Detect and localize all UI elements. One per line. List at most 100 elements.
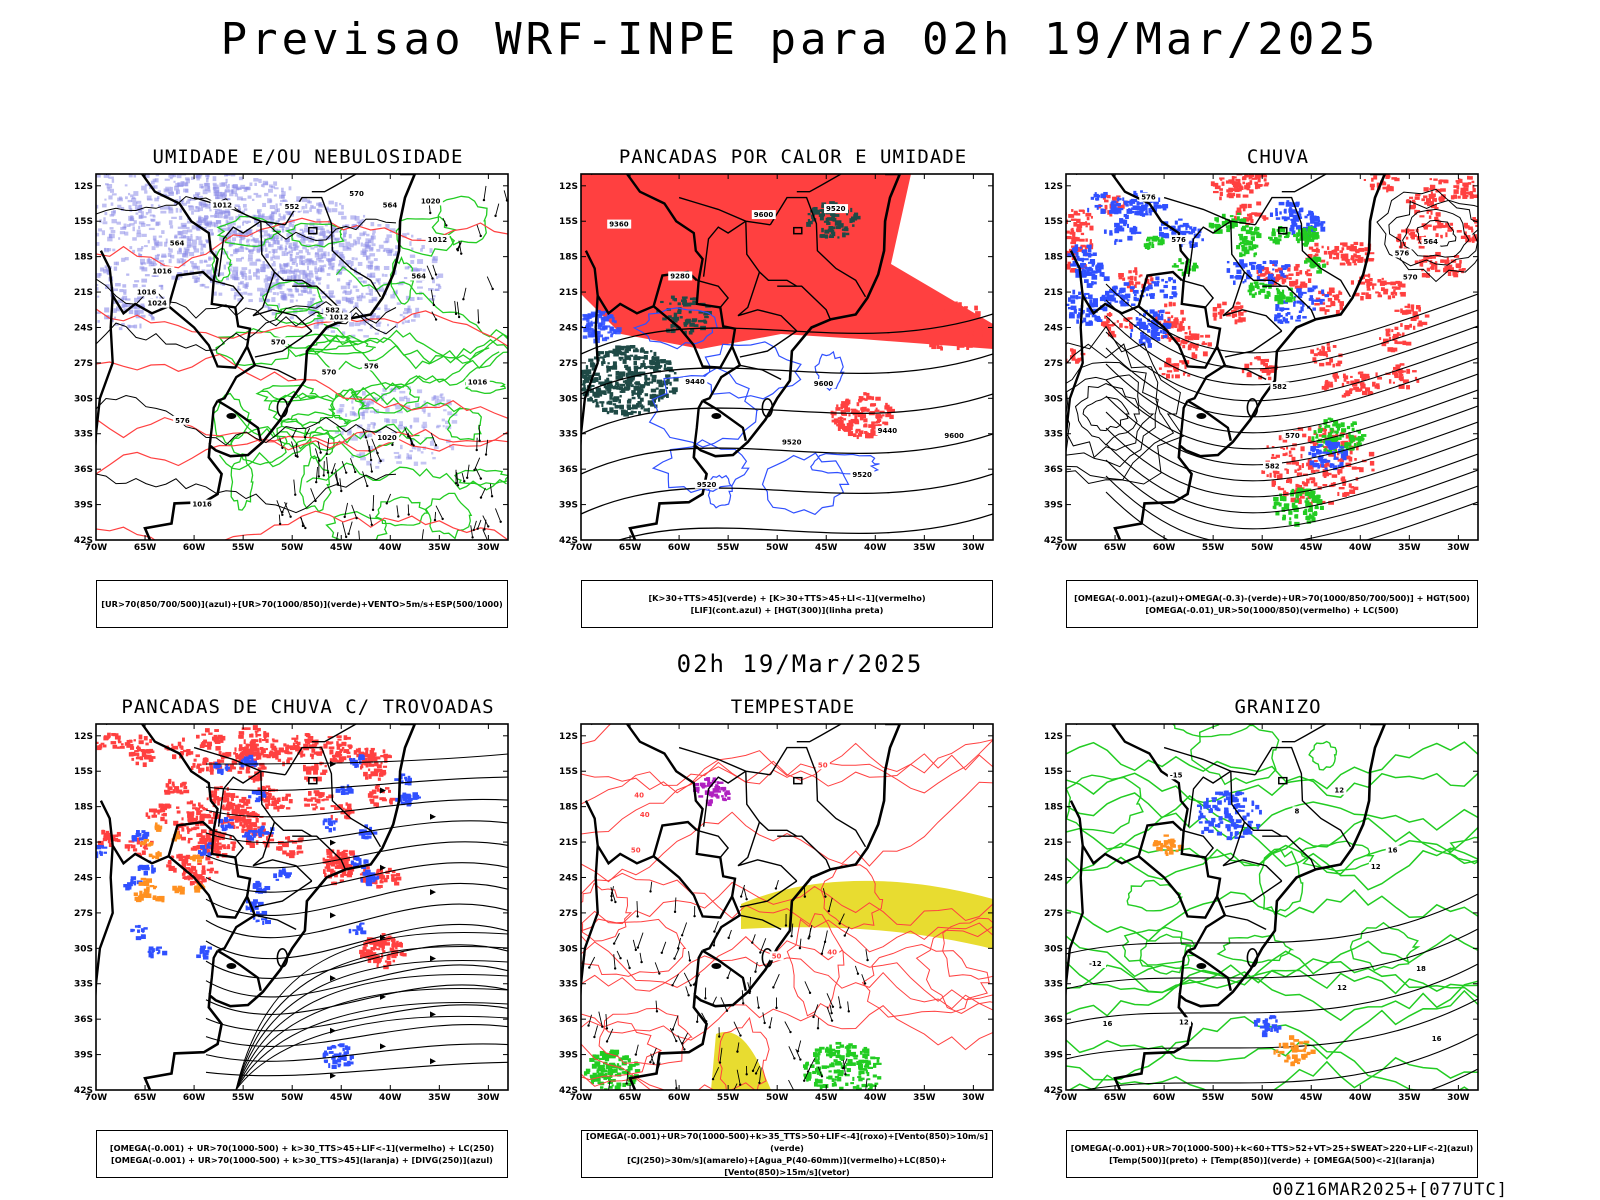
humidity-850-700-500: [283, 214, 286, 219]
humidity-850-700-500: [411, 439, 415, 442]
instability-green-area: [651, 378, 657, 383]
omega-ur-red: [1369, 278, 1373, 282]
omega-ur-red: [1387, 347, 1394, 352]
omega-green: [1147, 245, 1150, 250]
humidity-850-700-500: [98, 168, 100, 172]
omega-green: [1318, 268, 1322, 273]
omega-blue: [1159, 226, 1162, 232]
instability-green-area: [625, 387, 629, 391]
omega-blue: [1120, 219, 1125, 224]
omega-ur-red: [1409, 323, 1412, 328]
omega-ur-red: [1344, 258, 1349, 262]
instability-green-area: [811, 215, 814, 219]
humidity-850-700-500: [168, 248, 173, 253]
humidity-850-700-500: [351, 406, 355, 410]
omega-ur-red: [1085, 221, 1088, 224]
contour-label-bg: [323, 305, 343, 315]
omega-ur-red: [1310, 477, 1313, 481]
humidity-850-700-500: [451, 420, 458, 424]
instability-green-area: [608, 400, 613, 405]
humidity-850-700-500: [321, 296, 326, 299]
humidity-850-700-500: [343, 232, 347, 238]
omega-ur-red: [1328, 250, 1334, 255]
omega-blue: [1084, 292, 1090, 296]
instability-green-area: [812, 207, 815, 212]
instability-green-area: [673, 372, 677, 375]
omega-blue: [1149, 200, 1153, 204]
instability-green-area: [583, 384, 586, 388]
omega-ur-red: [1291, 461, 1298, 465]
omega-blue: [1302, 302, 1305, 307]
humidity-850-700-500: [277, 218, 280, 222]
humidity-850-700-500: [269, 235, 272, 239]
instability-green-area: [591, 378, 596, 383]
instability-green-area: [667, 315, 672, 319]
humidity-850-700-500: [264, 253, 269, 259]
omega-ur-red: [1455, 263, 1462, 268]
omega-ur-red: [1295, 271, 1300, 276]
humidity-850-700-500: [227, 239, 232, 243]
humidity-850-700-500: [117, 197, 123, 202]
omega-ur-red: [1354, 292, 1360, 297]
omega-blue: [1118, 239, 1123, 243]
instability-green-area: [671, 317, 677, 320]
instability-green-area: [626, 366, 630, 371]
contour-label: 564: [411, 273, 426, 281]
humidity-850-700-500: [163, 188, 170, 193]
omega-blue: [1306, 214, 1309, 217]
omega-blue: [1178, 218, 1183, 221]
humidity-850-700-500: [399, 390, 406, 394]
instability-red-area: [835, 407, 841, 411]
humidity-850-700-500: [306, 258, 313, 263]
omega-blue: [1240, 275, 1244, 279]
omega-blue: [1126, 223, 1130, 228]
humidity-850-700-500: [153, 240, 159, 244]
humidity-850-700-500: [417, 259, 424, 264]
omega-ur-red: [1327, 291, 1332, 296]
contour-label: 9280: [670, 272, 690, 280]
humidity-850-700-500: [204, 186, 211, 191]
omega-blue: [1122, 294, 1126, 300]
vector-head: [281, 513, 284, 517]
omega-blue: [1100, 209, 1106, 214]
omega-ur-red: [1458, 178, 1461, 183]
lif-area: [595, 337, 600, 341]
omega-ur-red: [1387, 186, 1394, 192]
instability-red-area: [875, 396, 881, 401]
omega-blue: [1111, 200, 1117, 204]
state-border: [739, 364, 782, 381]
omega-blue: [1153, 282, 1160, 287]
humidity-850-700-500: [141, 233, 147, 237]
omega-ur-red: [1237, 319, 1243, 323]
omega-ur-red: [1353, 241, 1359, 246]
omega-blue: [1084, 279, 1089, 283]
omega-ur-red: [1333, 249, 1336, 252]
vector-head: [473, 468, 476, 472]
omega-ur-red: [1286, 274, 1289, 280]
omega-ur-red: [1296, 472, 1303, 476]
lon-label: 65W: [134, 543, 157, 553]
omega-blue: [1070, 263, 1076, 267]
humidity-850-700-500: [328, 290, 334, 295]
omega-green: [1268, 236, 1271, 240]
instability-green-area: [627, 407, 631, 410]
humidity-850-700-500: [268, 241, 271, 247]
omega-blue: [1078, 291, 1082, 296]
lon-label: 45W: [330, 543, 353, 553]
vector-head: [355, 516, 358, 520]
omega-ur-red: [1212, 190, 1219, 194]
humidity-850-700-500: [405, 397, 411, 403]
omega-ur-red: [1276, 474, 1283, 480]
contour-label-bg: [190, 499, 215, 509]
omega-green: [1278, 234, 1282, 238]
contour-label: 1016: [468, 379, 488, 387]
omega-ur-red: [1122, 277, 1126, 281]
lif-area: [596, 317, 599, 323]
humidity-850-700-500: [248, 299, 253, 303]
omega-green: [1312, 227, 1318, 232]
humidity-850-700-500: [121, 257, 126, 262]
humidity-850-700-500: [434, 288, 440, 291]
omega-green: [1258, 290, 1262, 295]
humidity-850-700-500: [237, 207, 242, 213]
humidity-850-700-500: [295, 288, 300, 293]
